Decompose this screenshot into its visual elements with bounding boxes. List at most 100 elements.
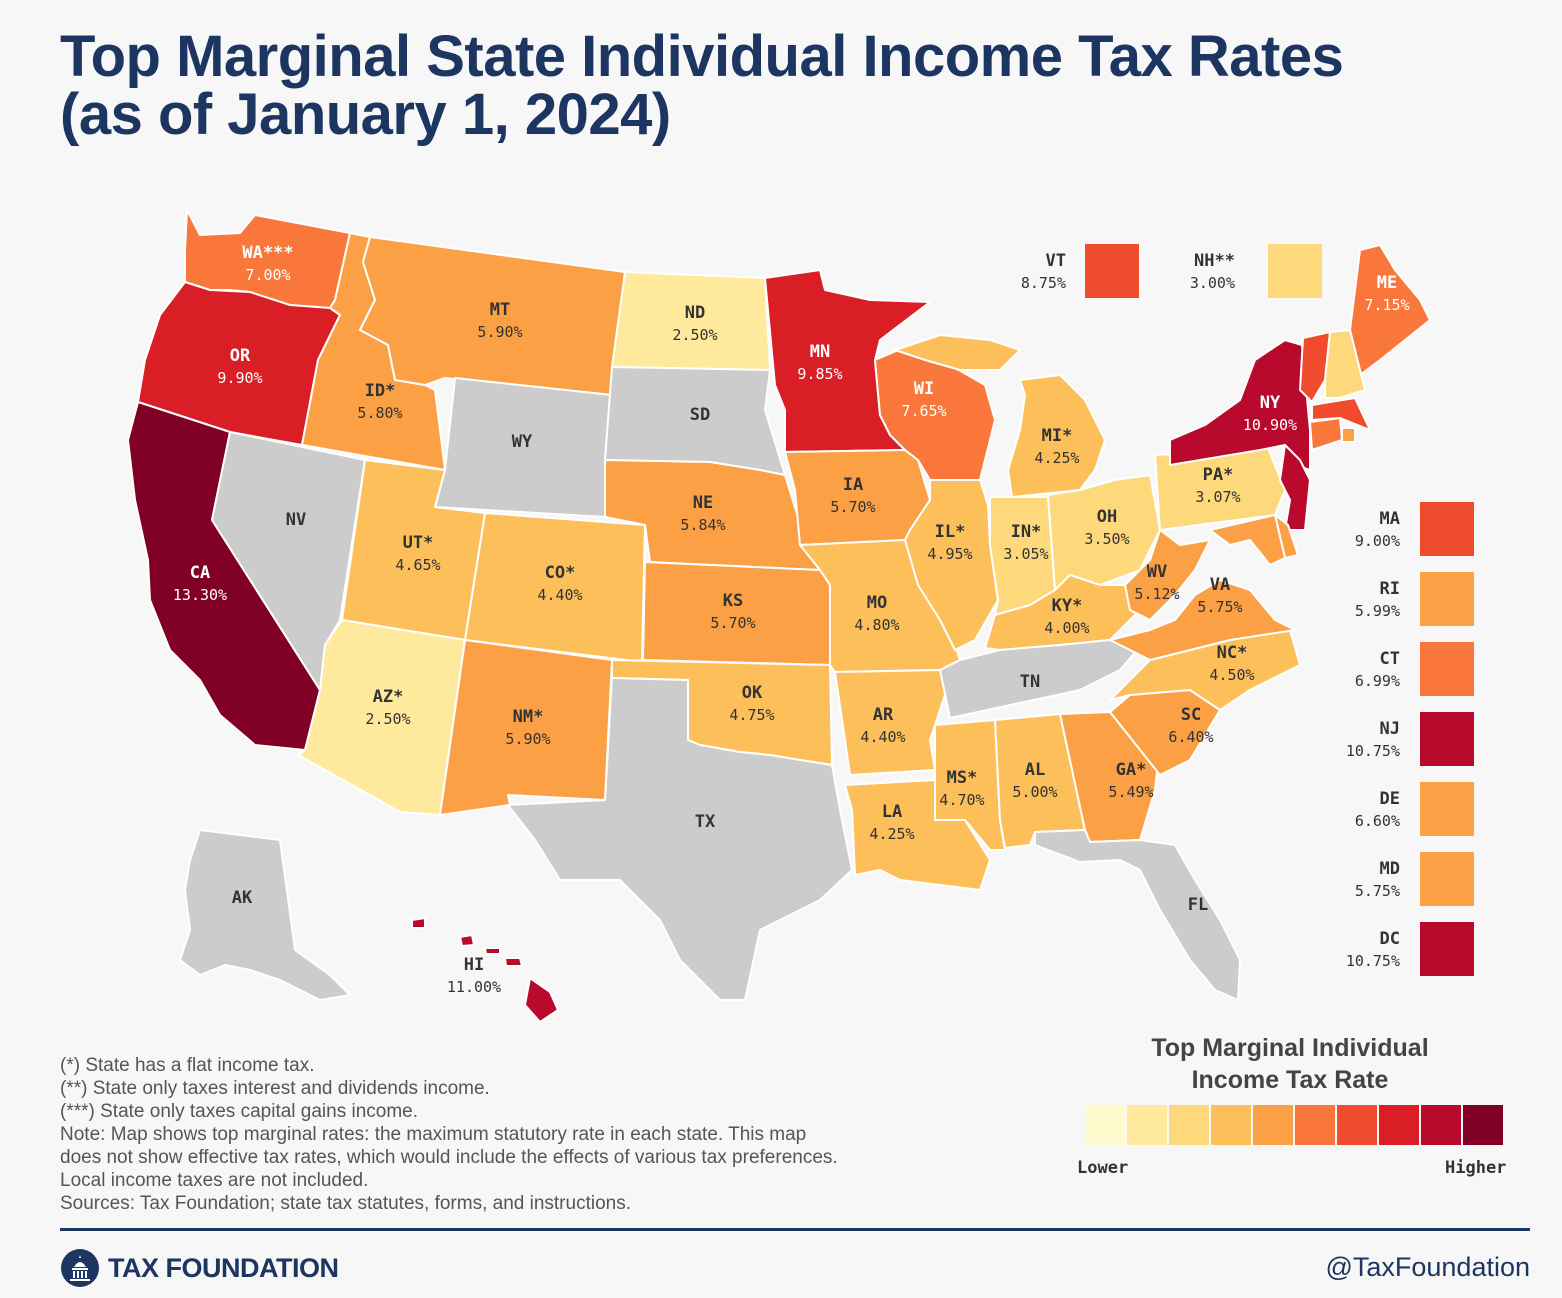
state-label-hi: HI <box>464 955 484 975</box>
callout-swatch <box>1420 852 1474 906</box>
capitol-logo-icon <box>61 1249 99 1287</box>
state-ma[interactable] <box>1311 397 1371 431</box>
callout-abbr: NH** <box>1194 251 1235 271</box>
callout-swatch <box>1420 922 1474 976</box>
state-label-mi: MI* <box>1042 426 1073 446</box>
state-ak[interactable] <box>179 829 351 1001</box>
state-hi-part[interactable] <box>484 947 501 955</box>
brand-name: TAX FOUNDATION <box>108 1252 339 1283</box>
state-hi[interactable] <box>411 917 426 929</box>
scale-step <box>1337 1105 1377 1145</box>
state-rate-ia: 5.70% <box>830 498 875 516</box>
state-nh[interactable] <box>1324 329 1366 399</box>
state-label-mn: MN <box>810 342 830 362</box>
state-rate-ok: 4.75% <box>729 706 774 724</box>
state-ct[interactable] <box>1309 417 1343 451</box>
state-rate-nm: 5.90% <box>505 730 550 748</box>
footnotes: (*) State has a flat income tax. (**) St… <box>60 1054 1020 1215</box>
callout-swatch <box>1085 244 1139 298</box>
scale-step <box>1295 1105 1335 1145</box>
state-rate-il: 4.95% <box>927 545 972 563</box>
state-wy[interactable] <box>434 377 613 518</box>
state-label-ne: NE <box>693 493 713 513</box>
scale-lower-label: Lower <box>1077 1158 1129 1178</box>
labels-layer: WA*** 7.00% OR 9.90% CA 13.30% NV ID* 5.80% MT 5.9… <box>173 243 1410 996</box>
state-va[interactable] <box>1109 579 1296 661</box>
footer-divider <box>60 1228 1530 1231</box>
state-label-oh: OH <box>1097 507 1117 527</box>
state-wv[interactable] <box>1124 529 1211 621</box>
state-md[interactable] <box>1209 514 1286 566</box>
state-rate-ms: 4.70% <box>939 791 984 809</box>
state-rate-va: 5.75% <box>1197 598 1242 616</box>
callout-abbr: MD <box>1380 859 1400 879</box>
callout-abbr: DC <box>1380 929 1400 949</box>
twitter-handle[interactable]: @TaxFoundation <box>1325 1252 1530 1282</box>
note-line: does not show effective tax rates, which… <box>60 1147 838 1168</box>
state-hi-part[interactable] <box>459 934 475 947</box>
state-rate-ut: 4.65% <box>395 556 440 574</box>
callout-rate: 6.60% <box>1355 812 1400 830</box>
callout-rate: 3.00% <box>1190 274 1235 292</box>
state-hi-part[interactable] <box>504 957 523 967</box>
state-rate-wi: 7.65% <box>901 402 946 420</box>
state-label-wv: WV <box>1147 562 1167 582</box>
state-label-nv: NV <box>286 510 306 530</box>
state-rate-co: 4.40% <box>537 586 582 604</box>
state-rate-mt: 5.90% <box>477 323 522 341</box>
state-label-me: ME <box>1377 273 1397 293</box>
callout-swatch <box>1420 712 1474 766</box>
state-rate-wa: 7.00% <box>245 266 290 284</box>
state-rate-me: 7.15% <box>1364 296 1409 314</box>
state-rate-ky: 4.00% <box>1044 619 1089 637</box>
state-rate-sc: 6.40% <box>1168 728 1213 746</box>
scale-step <box>1169 1105 1209 1145</box>
state-nj[interactable] <box>1279 444 1311 531</box>
callout-abbr: VT <box>1046 251 1066 271</box>
state-hi-part[interactable] <box>524 977 559 1023</box>
state-rate-or: 9.90% <box>217 369 262 387</box>
state-rate-ks: 5.70% <box>710 614 755 632</box>
note-line: (***) State only taxes capital gains inc… <box>60 1101 419 1122</box>
scale-title-line-1: Top Marginal Individual <box>1151 1034 1429 1062</box>
scale-step <box>1253 1105 1293 1145</box>
note-line: (*) State has a flat income tax. <box>60 1055 315 1076</box>
callout-rate: 10.75% <box>1346 742 1400 760</box>
scale-step <box>1379 1105 1419 1145</box>
state-vt[interactable] <box>1299 331 1331 403</box>
state-rate-id: 5.80% <box>357 404 402 422</box>
state-ri[interactable] <box>1341 427 1356 443</box>
state-label-wi: WI <box>914 379 934 399</box>
state-fl[interactable] <box>1034 829 1241 1001</box>
state-label-or: OR <box>230 346 251 366</box>
state-label-ut: UT* <box>403 533 434 553</box>
state-mi[interactable] <box>894 334 1021 371</box>
state-label-wy: WY <box>512 432 533 452</box>
state-tx[interactable] <box>507 677 853 1001</box>
callout-swatch <box>1420 502 1474 556</box>
state-label-ms: MS* <box>947 768 978 788</box>
state-label-wa: WA*** <box>242 243 293 263</box>
state-rate-oh: 3.50% <box>1084 530 1129 548</box>
state-label-ca: CA <box>190 563 210 583</box>
state-il[interactable] <box>904 479 999 651</box>
state-label-mo: MO <box>867 593 887 613</box>
state-label-ar: AR <box>873 705 894 725</box>
state-rate-ne: 5.84% <box>680 516 725 534</box>
page-title: Top Marginal State Individual Income Tax… <box>60 28 1500 144</box>
callout-rate: 10.75% <box>1346 952 1400 970</box>
callout-rate: 8.75% <box>1021 274 1066 292</box>
callout-rate: 6.99% <box>1355 672 1400 690</box>
callout-swatch <box>1268 244 1322 298</box>
state-label-ak: AK <box>232 888 253 908</box>
state-label-nc: NC* <box>1217 643 1248 663</box>
scale-higher-label: Higher <box>1445 1158 1507 1178</box>
callout-abbr: DE <box>1380 789 1400 809</box>
state-label-al: AL <box>1025 760 1045 780</box>
state-label-tn: TN <box>1020 672 1040 692</box>
state-nm[interactable] <box>439 639 613 816</box>
scale-step <box>1421 1105 1461 1145</box>
state-label-mt: MT <box>490 300 510 320</box>
state-rate-hi: 11.00% <box>447 978 501 996</box>
state-rate-wv: 5.12% <box>1134 585 1179 603</box>
